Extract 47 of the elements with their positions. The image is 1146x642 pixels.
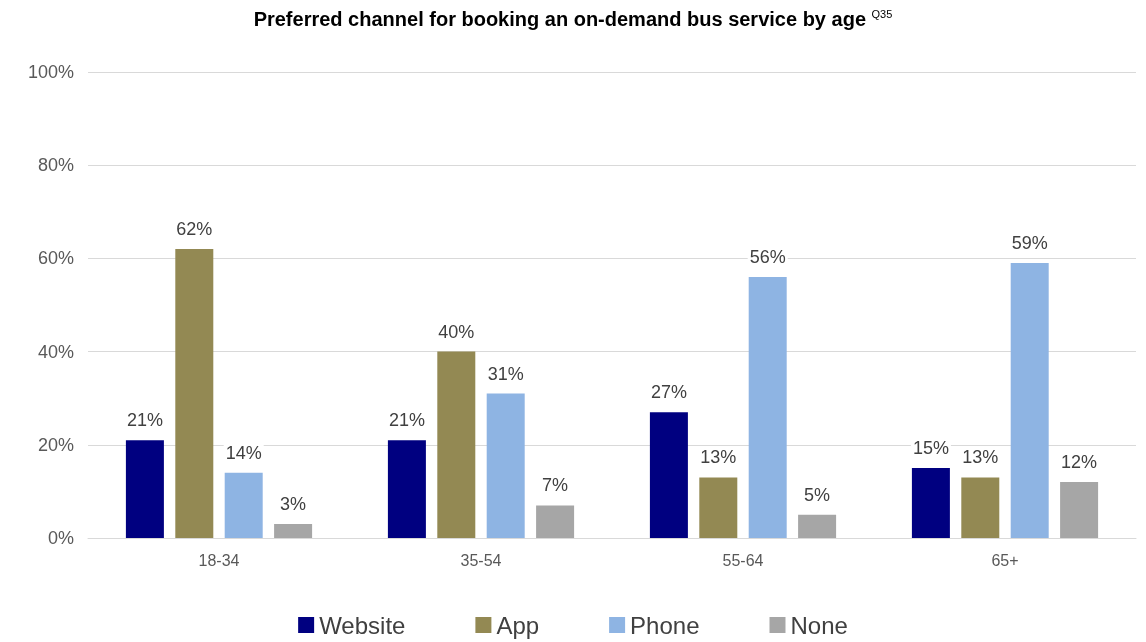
y-tick-label: 40% xyxy=(37,341,74,362)
bar xyxy=(175,249,214,538)
bar xyxy=(1060,482,1099,538)
bar xyxy=(224,472,263,538)
bar xyxy=(748,277,787,538)
x-tick-label: 35-54 xyxy=(460,551,502,569)
legend-label: App xyxy=(496,611,540,639)
data-label: 7% xyxy=(542,475,569,496)
data-label: 21% xyxy=(126,410,163,431)
legend-label: Website xyxy=(319,611,406,639)
bar xyxy=(486,393,525,538)
bar xyxy=(536,505,575,538)
y-tick-label: 80% xyxy=(37,155,74,176)
x-tick-label: 65+ xyxy=(991,551,1019,569)
bar xyxy=(387,440,426,538)
bar xyxy=(1010,263,1049,538)
bar xyxy=(699,477,738,538)
y-tick-label: 60% xyxy=(37,248,74,269)
bar xyxy=(911,468,950,538)
bar xyxy=(961,477,1000,538)
y-tick-label: 0% xyxy=(47,528,74,548)
bar xyxy=(125,440,164,538)
data-label: 62% xyxy=(176,219,213,240)
data-label: 13% xyxy=(962,447,999,468)
data-label: 3% xyxy=(280,494,307,515)
data-label: 14% xyxy=(225,442,262,463)
x-tick-label: 55-64 xyxy=(722,551,764,569)
data-label: 12% xyxy=(1061,452,1098,473)
data-label: 13% xyxy=(700,447,737,468)
bar xyxy=(274,524,313,538)
bar xyxy=(798,514,837,538)
chart-title: Preferred channel for booking an on-demand bus service by age $^{Q35}$ xyxy=(252,8,894,31)
y-tick-label: 100% xyxy=(27,62,74,82)
data-label: 21% xyxy=(388,410,425,431)
x-tick-label: 18-34 xyxy=(198,551,240,569)
bar xyxy=(649,412,688,538)
data-label: 27% xyxy=(650,382,687,403)
data-label: 59% xyxy=(1011,233,1048,254)
data-label: 40% xyxy=(438,321,475,342)
data-label: 56% xyxy=(749,247,786,268)
bar xyxy=(437,351,476,538)
y-tick-label: 20% xyxy=(37,434,74,455)
legend-label: Phone xyxy=(630,611,700,639)
data-label: 5% xyxy=(804,484,831,505)
data-label: 15% xyxy=(912,438,949,459)
data-label: 31% xyxy=(487,363,524,384)
legend-label: None xyxy=(790,611,848,639)
